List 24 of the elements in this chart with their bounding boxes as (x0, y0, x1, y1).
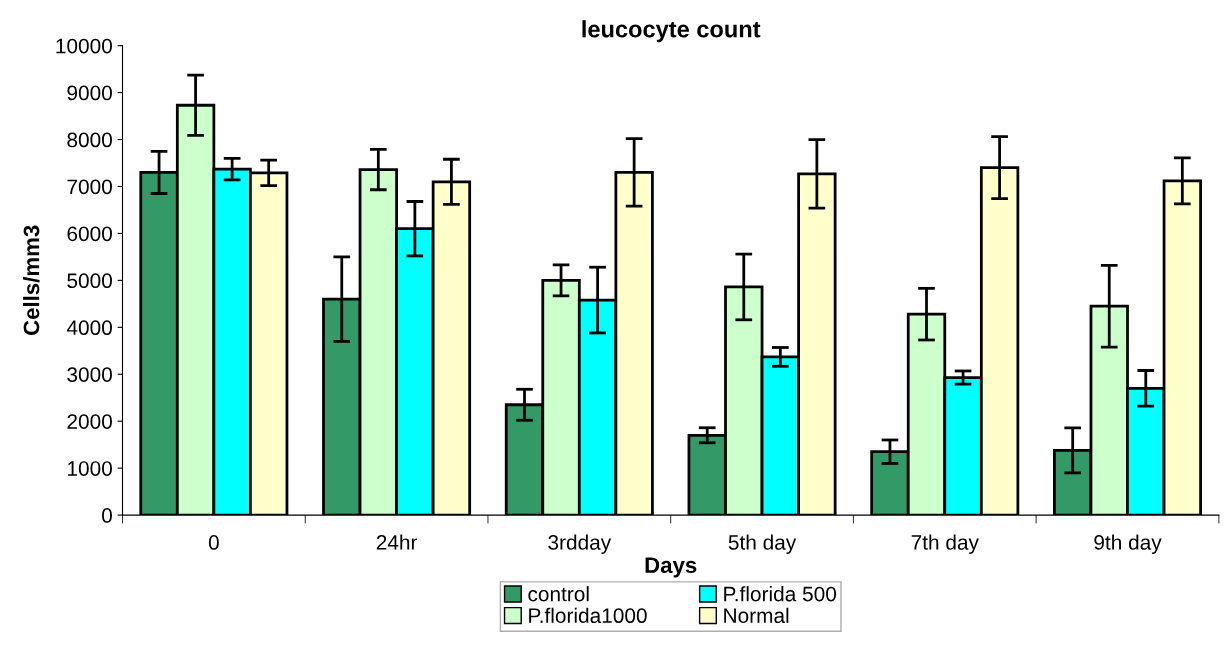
x-tick-label: 5th day (728, 534, 797, 554)
y-tick-label: 10000 (56, 38, 112, 54)
x-axis-title: Days (645, 557, 697, 578)
legend-label: control (528, 586, 589, 602)
chart-title: leucocyte count (582, 20, 761, 43)
x-tick-label: 0 (208, 535, 219, 550)
x-tick-label: 3rdday (548, 534, 612, 554)
y-tick-label: 0 (102, 508, 112, 523)
legend-label: Normal (724, 607, 789, 624)
x-tick-label: 24hr (376, 534, 418, 550)
y-tick-label: 3000 (67, 367, 112, 382)
y-tick-label: 2000 (67, 414, 112, 429)
y-tick-label: 7000 (67, 179, 112, 195)
y-tick-label: 8000 (67, 132, 112, 148)
y-tick-label: 5000 (67, 273, 112, 289)
y-tick-label: 1000 (68, 461, 112, 476)
legend-label: P.florida 500 (724, 586, 837, 602)
x-tick-label: 9th day (1094, 534, 1162, 554)
y-axis-title: Cells/mm3 (23, 225, 40, 336)
y-tick-label: 6000 (67, 226, 112, 242)
x-tick-label: 7th day (911, 534, 979, 554)
y-tick-label: 9000 (67, 85, 112, 101)
y-tick-label: 4000 (66, 320, 112, 336)
legend-label: P.florida1000 (529, 607, 647, 624)
